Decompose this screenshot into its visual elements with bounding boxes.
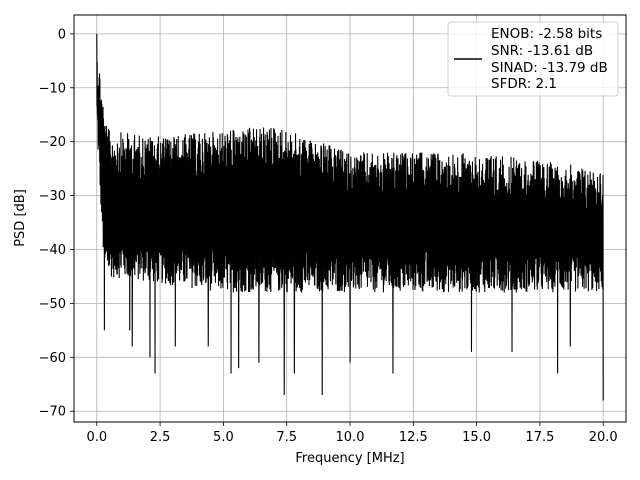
x-tick-label: 0.0 [86, 430, 107, 445]
x-tick-label: 5.0 [213, 430, 234, 445]
legend-box [447, 21, 619, 97]
y-tick-label: −30 [39, 189, 66, 204]
legend-entry-snr: SNR: -13.61 dB [491, 43, 593, 59]
legend-entry-sinad: SINAD: -13.79 dB [491, 60, 608, 76]
y-tick-label: −60 [39, 351, 66, 366]
psd-series-line [96, 33, 604, 401]
x-axis-label: Frequency [MHz] [295, 451, 404, 466]
x-tick-label: 7.5 [276, 430, 297, 445]
plot-area [96, 33, 604, 401]
legend-entry-sfdr: SFDR: 2.1 [491, 76, 557, 92]
x-tick-label: 15.0 [462, 430, 491, 445]
y-tick-label: −20 [39, 135, 66, 150]
y-tick-label: −50 [39, 297, 66, 312]
x-tick-label: 17.5 [525, 430, 554, 445]
x-tick-label: 2.5 [150, 430, 171, 445]
legend: ENOB: -2.58 bits SNR: -13.61 dB SINAD: -… [447, 21, 619, 97]
y-tick-label: −40 [39, 243, 66, 258]
y-tick-label: −10 [39, 81, 66, 96]
y-axis-label: PSD [dB] [13, 189, 28, 247]
y-tick-label: −70 [39, 405, 66, 420]
legend-entry-enob: ENOB: -2.58 bits [491, 26, 602, 42]
x-tick-label: 10.0 [336, 430, 365, 445]
x-tick-label: 12.5 [399, 430, 428, 445]
x-axis: 0.0 2.5 5.0 7.5 10.0 12.5 15.0 17.5 20.0 [86, 422, 618, 445]
y-tick-label: 0 [58, 27, 66, 42]
x-tick-label: 20.0 [589, 430, 618, 445]
y-axis: 0 −10 −20 −30 −40 −50 −60 −70 [39, 27, 74, 420]
